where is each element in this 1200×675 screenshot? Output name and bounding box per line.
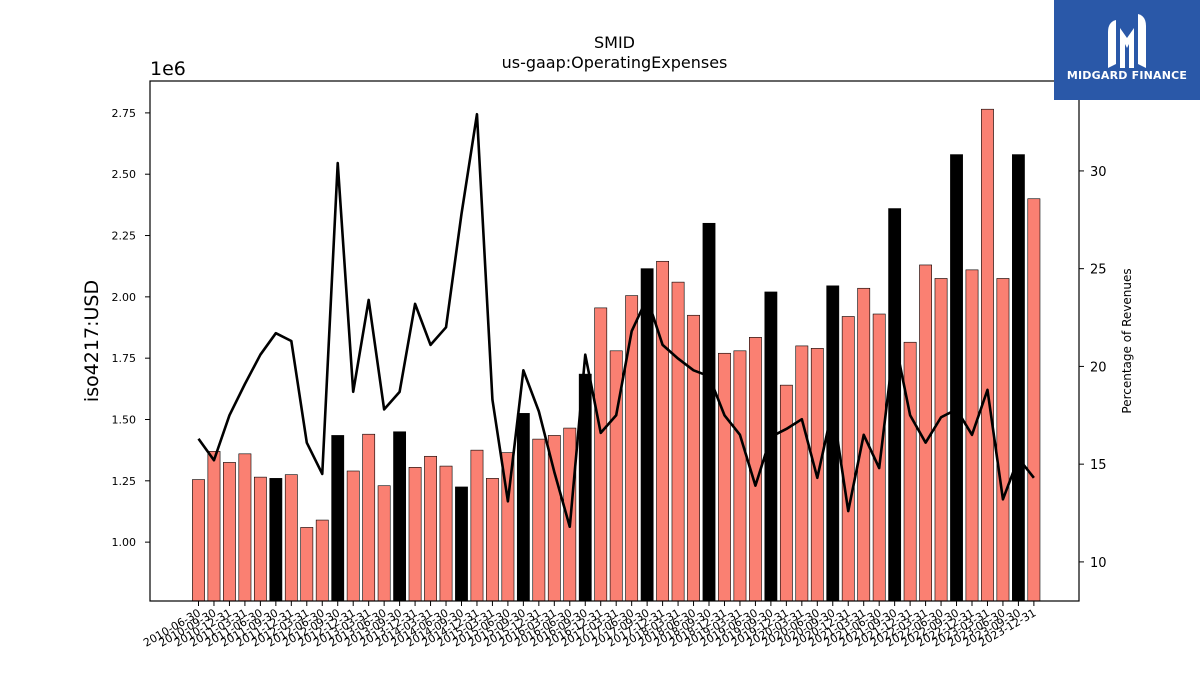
quarter-bar (841, 316, 855, 602)
y-axis-label: iso4217:USD (81, 280, 103, 402)
left-y-tick-label: 2.00 (112, 291, 137, 304)
plot-frame (149, 80, 1080, 602)
left-y-tick-label: 2.75 (112, 107, 137, 120)
left-y-axis: 1.00 1.25 1.50 1.75 2.00 2.25 2.50 2.75 (112, 107, 150, 549)
annual-bar (331, 435, 345, 602)
quarter-bar (362, 433, 376, 602)
quarter-bar (424, 455, 437, 602)
left-y-tick-label: 1.00 (112, 536, 137, 549)
quarter-bar (1027, 198, 1041, 602)
midgard-finance-logo: MIDGARD FINANCE (1054, 0, 1200, 100)
quarter-bar (300, 527, 314, 602)
quarter-bar (671, 281, 685, 602)
quarter-bar (377, 485, 391, 602)
left-y-tick-label: 1.75 (112, 352, 137, 365)
y2-axis-label: Percentage of Revenues (1120, 268, 1134, 413)
annual-bar (950, 154, 963, 602)
right-y-tick-label: 15 (1090, 458, 1107, 473)
left-y-tick-label: 1.25 (112, 475, 137, 488)
quarter-bar (238, 453, 252, 602)
x-axis: 2010-06-302010-09-302010-12-312011-03-31… (141, 601, 1038, 650)
logo-name: MIDGARD FINANCE (1066, 69, 1188, 82)
right-y-tick-label: 20 (1090, 360, 1107, 375)
quarter-bar (981, 108, 994, 602)
quarter-bar (594, 307, 608, 602)
left-y-tick-label: 2.25 (112, 230, 137, 243)
quarter-bar (532, 438, 546, 602)
quarter-bar (733, 350, 747, 602)
quarter-bar (223, 462, 236, 602)
right-y-tick-label: 30 (1090, 165, 1107, 180)
annual-bar (702, 222, 716, 602)
quarter-bar (439, 465, 453, 602)
quarter-bar (903, 341, 917, 602)
quarter-bar (346, 470, 360, 602)
annual-bar (269, 478, 283, 602)
right-y-tick-label: 25 (1090, 263, 1107, 278)
quarter-bar (656, 260, 669, 602)
left-y-tick-label: 2.50 (112, 168, 137, 181)
quarter-bar (486, 478, 499, 602)
quarter-bar (718, 352, 731, 602)
left-y-tick-label: 1.50 (112, 413, 137, 426)
quarter-bar (795, 345, 809, 602)
annual-bar (1012, 154, 1025, 602)
quarter-bar (779, 384, 793, 602)
annual-bar (888, 208, 902, 602)
right-y-axis: 10 15 20 25 30 (1079, 165, 1107, 571)
quarter-bar (284, 474, 298, 602)
quarter-bar (934, 278, 948, 602)
right-y-tick-label: 10 (1090, 556, 1107, 571)
quarter-bar (625, 295, 639, 602)
quarter-bar (687, 314, 700, 602)
annual-bar (455, 486, 468, 602)
percentage-of-revenues-line (197, 112, 1035, 529)
chart-subtitle: us-gaap:OperatingExpenses (502, 53, 728, 72)
quarter-bar (470, 449, 484, 602)
chart-title: SMID (594, 33, 635, 52)
quarter-bar (207, 451, 221, 602)
bars-layer (192, 108, 1041, 602)
annual-bar (640, 268, 654, 602)
quarter-bar (315, 519, 329, 602)
annual-bar (393, 431, 407, 602)
line-layer (197, 112, 1035, 529)
quarter-bar (408, 467, 422, 602)
quarter-bar (996, 278, 1010, 602)
midgard-logo-icon (1108, 14, 1146, 68)
annual-bar (516, 413, 530, 602)
y-offset-label: 1e6 (150, 58, 186, 80)
quarter-bar (253, 476, 267, 602)
quarter-bar (192, 479, 205, 602)
